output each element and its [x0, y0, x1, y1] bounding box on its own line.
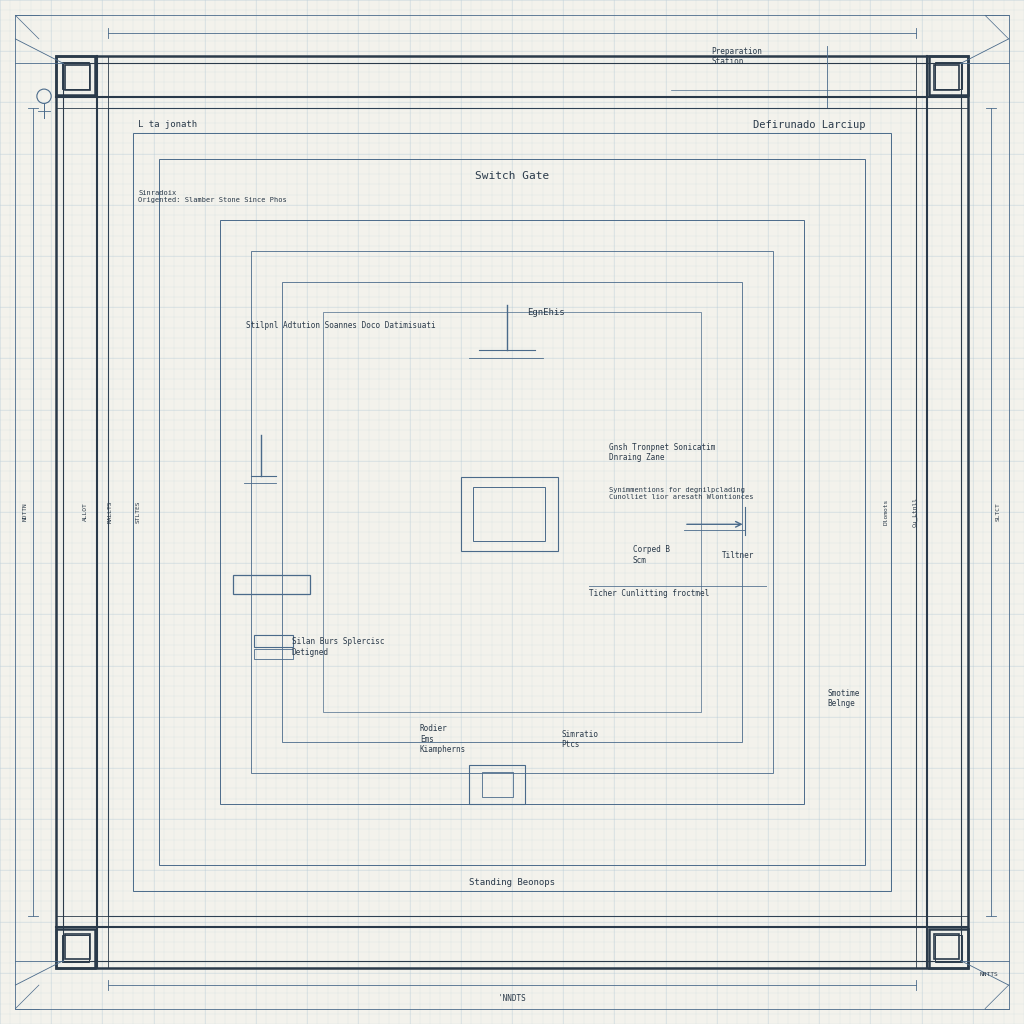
Bar	[482, 772, 513, 797]
Text: Switch Gate: Switch Gate	[475, 171, 549, 181]
Bar	[323, 312, 701, 712]
Text: Tiltner: Tiltner	[722, 551, 755, 559]
Text: Defirunado Larciup: Defirunado Larciup	[753, 120, 865, 130]
Bar	[935, 62, 962, 89]
Bar	[62, 62, 89, 89]
Bar	[56, 929, 95, 968]
Bar	[934, 934, 959, 959]
Text: Simratio
Ptcs: Simratio Ptcs	[561, 730, 598, 749]
Bar	[63, 63, 961, 961]
Bar	[469, 765, 525, 804]
Text: NDTTN: NDTTN	[24, 503, 28, 521]
Bar	[220, 220, 804, 804]
Bar	[473, 487, 545, 541]
Text: Preparation
Station: Preparation Station	[712, 47, 763, 66]
Text: RALLTS: RALLTS	[109, 501, 113, 523]
Bar	[461, 477, 558, 551]
Bar	[56, 56, 968, 968]
Text: Ticher Cunlitting froctmel: Ticher Cunlitting froctmel	[589, 590, 709, 598]
Bar	[254, 649, 293, 659]
Bar	[934, 65, 959, 90]
Text: SLTCT: SLTCT	[996, 503, 1000, 521]
Text: L ta jonath: L ta jonath	[138, 121, 198, 129]
Text: Silan Burs Splercisc
Detigned: Silan Burs Splercisc Detigned	[292, 638, 384, 656]
Bar	[65, 934, 90, 959]
Bar	[254, 635, 293, 647]
Text: NNTTS: NNTTS	[980, 973, 998, 977]
Bar	[935, 935, 962, 962]
Bar	[108, 108, 916, 916]
Bar	[65, 65, 90, 90]
Text: EgnEhis: EgnEhis	[527, 308, 565, 316]
Bar	[159, 159, 865, 865]
Bar	[929, 56, 968, 95]
Bar	[282, 282, 742, 742]
Text: Synimmentions for degnilpclading
Cunolliet lior aresath Wlontionces: Synimmentions for degnilpclading Cunolli…	[609, 487, 754, 500]
Bar	[251, 251, 773, 773]
Bar	[56, 56, 95, 95]
Text: Smotime
Belnge: Smotime Belnge	[827, 689, 860, 708]
Text: ALLOT: ALLOT	[83, 503, 87, 521]
Bar	[62, 935, 89, 962]
Text: Sinradoix
Origented: Slamber Stone Since Phos: Sinradoix Origented: Slamber Stone Since…	[138, 190, 287, 203]
Text: Dlomots: Dlomots	[884, 499, 888, 525]
Bar	[133, 133, 891, 891]
Text: Corped B
Scm: Corped B Scm	[633, 546, 670, 564]
Text: Stilpnl Adtution Soannes Doco Datimisuati: Stilpnl Adtution Soannes Doco Datimisuat…	[246, 322, 435, 330]
Text: Gnsh Tronpnet Sonicatim
Dnraing Zane: Gnsh Tronpnet Sonicatim Dnraing Zane	[609, 443, 716, 462]
Bar	[929, 929, 968, 968]
Text: Rodier
Ems
Kiampherns: Rodier Ems Kiampherns	[420, 724, 466, 755]
Text: STLTES: STLTES	[136, 501, 140, 523]
Bar	[233, 575, 310, 594]
Text: 'NNDTS: 'NNDTS	[498, 994, 526, 1002]
Text: Cu_Ltnll: Cu_Ltnll	[911, 497, 918, 527]
Text: Standing Beonops: Standing Beonops	[469, 879, 555, 887]
